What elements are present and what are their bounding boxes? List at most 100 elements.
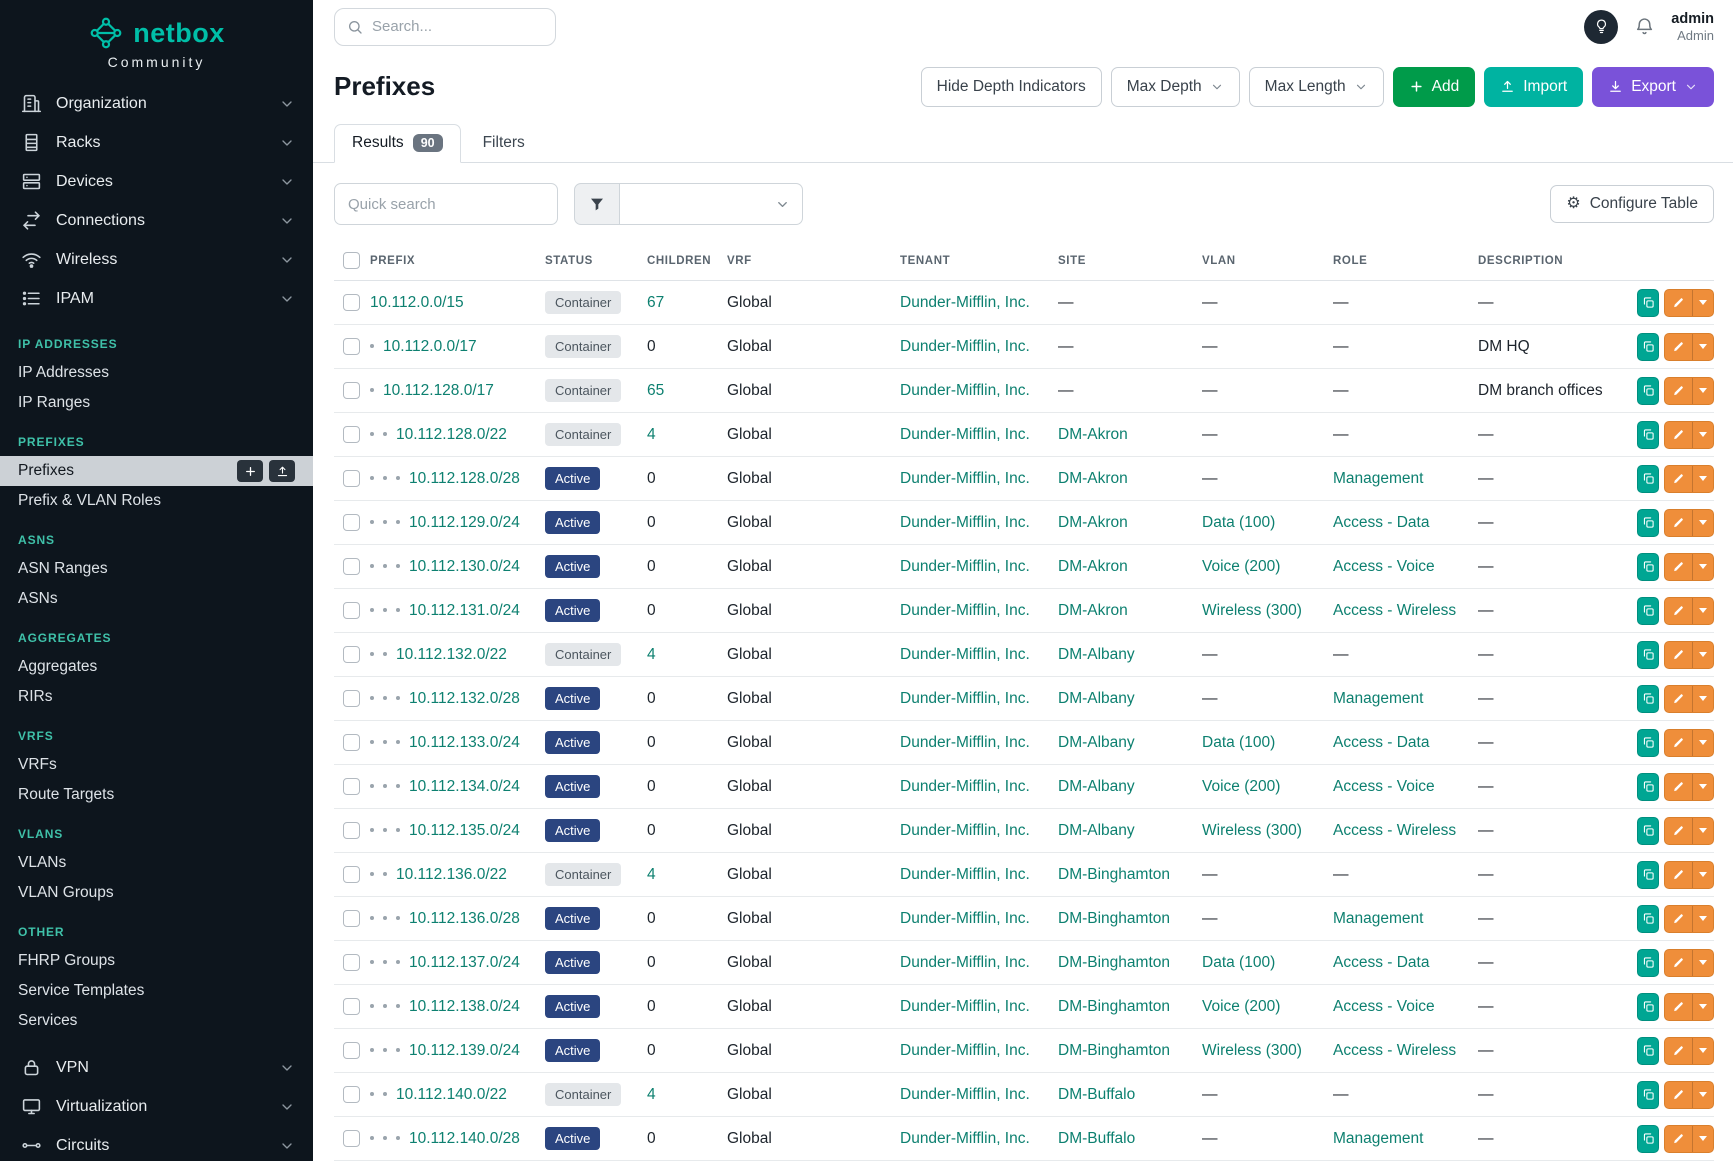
edit-button[interactable] bbox=[1664, 332, 1714, 361]
site-link[interactable]: DM-Binghamton bbox=[1058, 953, 1170, 971]
edit-button[interactable] bbox=[1664, 508, 1714, 537]
edit-button[interactable] bbox=[1664, 1124, 1714, 1153]
prefix-link[interactable]: 10.112.140.0/22 bbox=[396, 1085, 507, 1103]
tenant-link[interactable]: Dunder-Mifflin, Inc. bbox=[900, 645, 1030, 663]
row-checkbox[interactable] bbox=[343, 646, 360, 663]
copy-button[interactable] bbox=[1637, 904, 1659, 933]
edit-button[interactable] bbox=[1664, 596, 1714, 625]
prefix-link[interactable]: 10.112.136.0/22 bbox=[396, 865, 507, 883]
tenant-link[interactable]: Dunder-Mifflin, Inc. bbox=[900, 777, 1030, 795]
row-checkbox[interactable] bbox=[343, 470, 360, 487]
max-depth-dropdown[interactable]: Max Depth bbox=[1110, 66, 1240, 107]
edit-dropdown-caret[interactable] bbox=[1692, 553, 1713, 580]
sidebar-item-devices[interactable]: Devices bbox=[0, 162, 313, 201]
sidebar-item-vlans[interactable]: VLANs bbox=[0, 848, 313, 878]
tenant-link[interactable]: Dunder-Mifflin, Inc. bbox=[900, 601, 1030, 619]
filter-field-select[interactable] bbox=[620, 183, 803, 225]
edit-dropdown-caret[interactable] bbox=[1692, 333, 1713, 360]
prefix-link[interactable]: 10.112.131.0/24 bbox=[409, 601, 520, 619]
tenant-link[interactable]: Dunder-Mifflin, Inc. bbox=[900, 337, 1030, 355]
sidebar-item-rirs[interactable]: RIRs bbox=[0, 682, 313, 712]
notifications-bell-icon[interactable] bbox=[1634, 16, 1655, 37]
site-link[interactable]: DM-Albany bbox=[1058, 733, 1135, 751]
sidebar-item-circuits[interactable]: Circuits bbox=[0, 1126, 313, 1161]
site-link[interactable]: DM-Albany bbox=[1058, 777, 1135, 795]
prefix-link[interactable]: 10.112.134.0/24 bbox=[409, 777, 520, 795]
edit-dropdown-caret[interactable] bbox=[1692, 377, 1713, 404]
vlan-link[interactable]: Data (100) bbox=[1202, 733, 1276, 751]
prefix-link[interactable]: 10.112.128.0/28 bbox=[409, 469, 520, 487]
export-dropdown[interactable]: Export bbox=[1592, 66, 1714, 107]
hide-depth-indicators-button[interactable]: Hide Depth Indicators bbox=[920, 66, 1102, 107]
role-link[interactable]: Access - Data bbox=[1333, 953, 1430, 971]
column-header-description[interactable]: DESCRIPTION bbox=[1478, 241, 1637, 281]
edit-button[interactable] bbox=[1664, 992, 1714, 1021]
column-header-status[interactable]: STATUS bbox=[545, 241, 647, 281]
edit-dropdown-caret[interactable] bbox=[1692, 289, 1713, 316]
row-checkbox[interactable] bbox=[343, 338, 360, 355]
copy-button[interactable] bbox=[1637, 288, 1659, 317]
prefix-link[interactable]: 10.112.139.0/24 bbox=[409, 1041, 520, 1059]
sidebar-item-vpn[interactable]: VPN bbox=[0, 1048, 313, 1087]
max-length-dropdown[interactable]: Max Length bbox=[1248, 66, 1384, 107]
prefix-link[interactable]: 10.112.129.0/24 bbox=[409, 513, 520, 531]
sidebar-item-service-templates[interactable]: Service Templates bbox=[0, 976, 313, 1006]
copy-button[interactable] bbox=[1637, 332, 1659, 361]
role-link[interactable]: Access - Voice bbox=[1333, 557, 1435, 575]
role-link[interactable]: Access - Voice bbox=[1333, 777, 1435, 795]
edit-dropdown-caret[interactable] bbox=[1692, 773, 1713, 800]
tab-filters[interactable]: Filters bbox=[465, 124, 543, 164]
sidebar-item-services[interactable]: Services bbox=[0, 1006, 313, 1036]
edit-button[interactable] bbox=[1664, 728, 1714, 757]
user-menu[interactable]: admin Admin bbox=[1671, 10, 1714, 44]
site-link[interactable]: DM-Akron bbox=[1058, 469, 1128, 487]
copy-button[interactable] bbox=[1637, 1080, 1659, 1109]
role-link[interactable]: Access - Data bbox=[1333, 733, 1430, 751]
edit-button[interactable] bbox=[1664, 1080, 1714, 1109]
prefix-link[interactable]: 10.112.138.0/24 bbox=[409, 997, 520, 1015]
column-header-vrf[interactable]: VRF bbox=[727, 241, 900, 281]
site-link[interactable]: DM-Buffalo bbox=[1058, 1085, 1136, 1103]
row-checkbox[interactable] bbox=[343, 734, 360, 751]
children-count-link[interactable]: 67 bbox=[647, 293, 665, 311]
copy-button[interactable] bbox=[1637, 1036, 1659, 1065]
row-checkbox[interactable] bbox=[343, 954, 360, 971]
edit-button[interactable] bbox=[1664, 376, 1714, 405]
edit-dropdown-caret[interactable] bbox=[1692, 509, 1713, 536]
site-link[interactable]: DM-Binghamton bbox=[1058, 997, 1170, 1015]
edit-dropdown-caret[interactable] bbox=[1692, 1125, 1713, 1152]
tenant-link[interactable]: Dunder-Mifflin, Inc. bbox=[900, 865, 1030, 883]
site-link[interactable]: DM-Akron bbox=[1058, 513, 1128, 531]
row-checkbox[interactable] bbox=[343, 778, 360, 795]
copy-button[interactable] bbox=[1637, 772, 1659, 801]
sidebar-item-aggregates[interactable]: Aggregates bbox=[0, 652, 313, 682]
copy-button[interactable] bbox=[1637, 860, 1659, 889]
row-checkbox[interactable] bbox=[343, 1130, 360, 1147]
role-link[interactable]: Access - Voice bbox=[1333, 997, 1435, 1015]
row-checkbox[interactable] bbox=[343, 1042, 360, 1059]
tenant-link[interactable]: Dunder-Mifflin, Inc. bbox=[900, 513, 1030, 531]
copy-button[interactable] bbox=[1637, 420, 1659, 449]
copy-button[interactable] bbox=[1637, 992, 1659, 1021]
edit-dropdown-caret[interactable] bbox=[1692, 421, 1713, 448]
prefix-link[interactable]: 10.112.128.0/17 bbox=[383, 381, 494, 399]
prefix-link[interactable]: 10.112.128.0/22 bbox=[396, 425, 507, 443]
edit-dropdown-caret[interactable] bbox=[1692, 641, 1713, 668]
role-link[interactable]: Access - Wireless bbox=[1333, 821, 1457, 839]
site-link[interactable]: DM-Albany bbox=[1058, 689, 1135, 707]
tenant-link[interactable]: Dunder-Mifflin, Inc. bbox=[900, 821, 1030, 839]
vlan-link[interactable]: Wireless (300) bbox=[1202, 601, 1302, 619]
sidebar-add-prefix-button[interactable] bbox=[237, 460, 263, 482]
column-header-vlan[interactable]: VLAN bbox=[1202, 241, 1333, 281]
edit-dropdown-caret[interactable] bbox=[1692, 861, 1713, 888]
row-checkbox[interactable] bbox=[343, 558, 360, 575]
sidebar-item-fhrp-groups[interactable]: FHRP Groups bbox=[0, 946, 313, 976]
tenant-link[interactable]: Dunder-Mifflin, Inc. bbox=[900, 909, 1030, 927]
edit-dropdown-caret[interactable] bbox=[1692, 465, 1713, 492]
tenant-link[interactable]: Dunder-Mifflin, Inc. bbox=[900, 953, 1030, 971]
edit-button[interactable] bbox=[1664, 684, 1714, 713]
edit-button[interactable] bbox=[1664, 1036, 1714, 1065]
vlan-link[interactable]: Voice (200) bbox=[1202, 777, 1281, 795]
edit-dropdown-caret[interactable] bbox=[1692, 1037, 1713, 1064]
site-link[interactable]: DM-Binghamton bbox=[1058, 865, 1170, 883]
